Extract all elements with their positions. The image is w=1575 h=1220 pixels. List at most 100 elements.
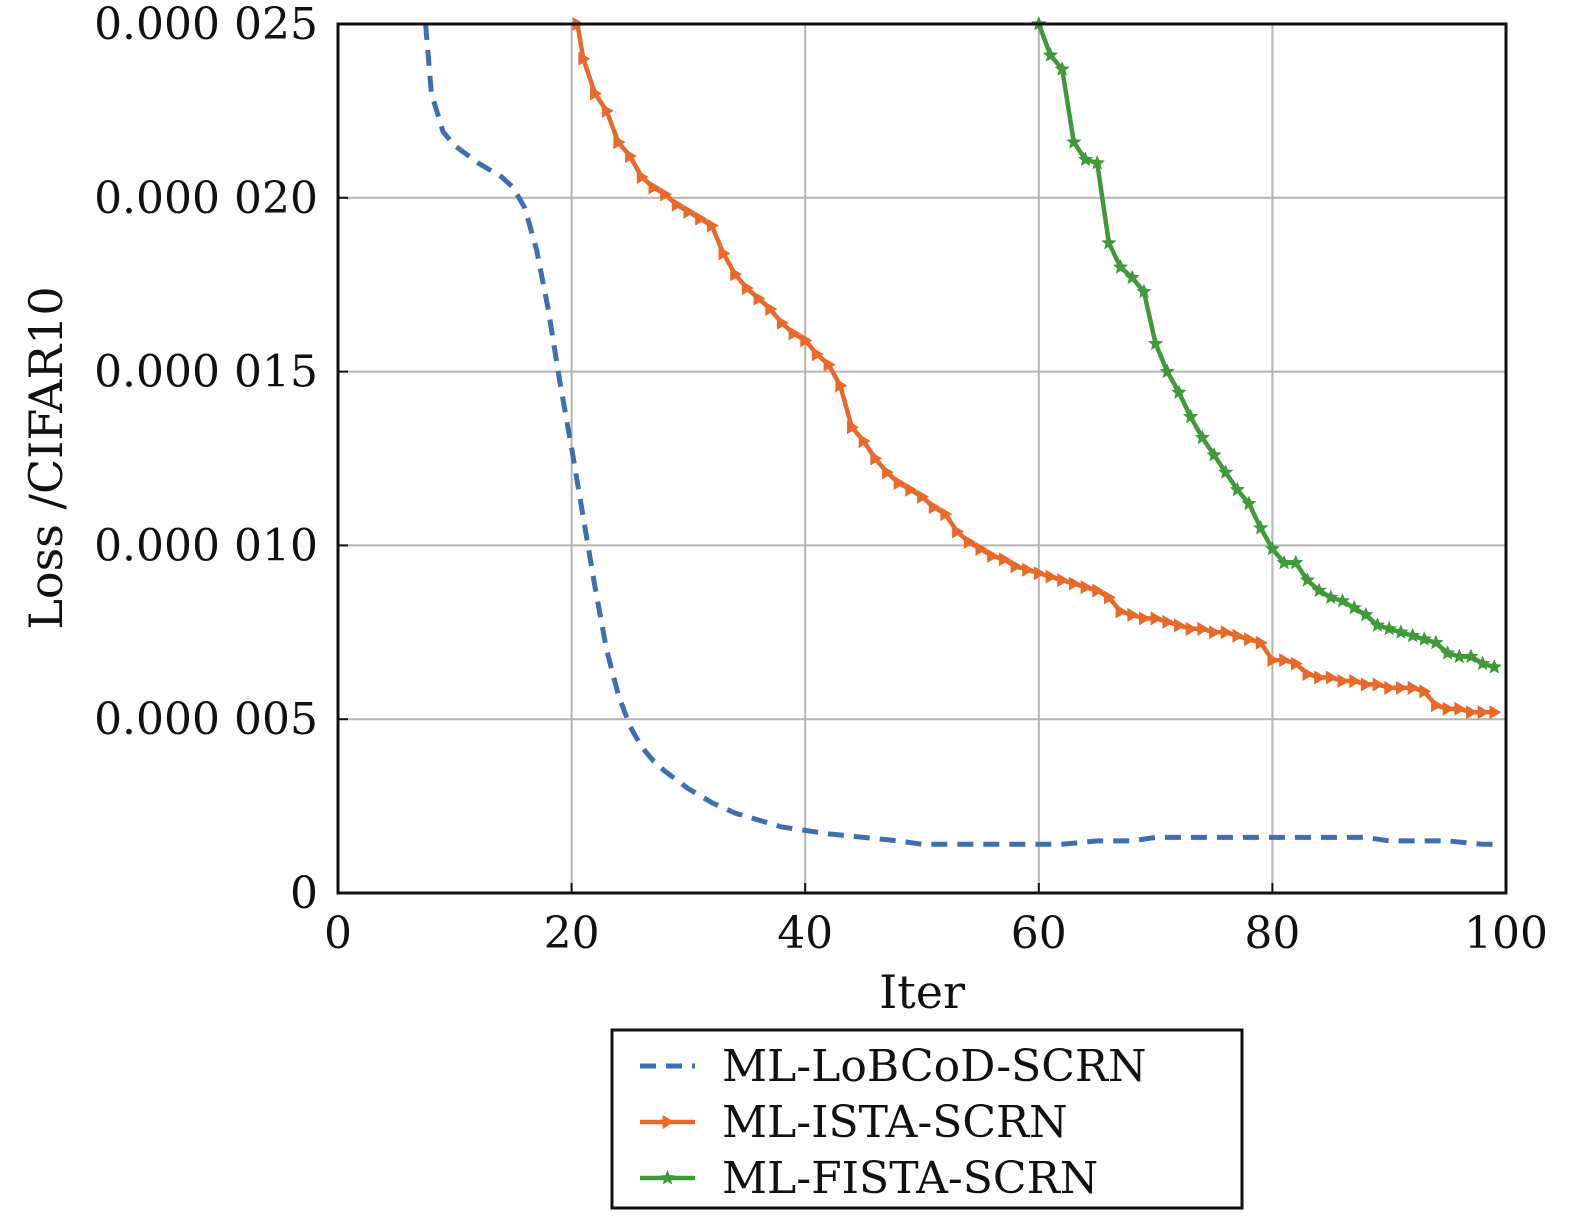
data-point — [1334, 593, 1351, 608]
data-point — [1279, 653, 1292, 668]
data-point — [625, 149, 637, 164]
y-axis-title: Loss /CIFAR10 — [19, 286, 73, 629]
data-point — [1115, 604, 1128, 619]
data-point — [1486, 659, 1502, 674]
data-point — [1372, 677, 1385, 692]
data-point — [1264, 540, 1280, 556]
series-line — [423, 23, 1495, 847]
data-point — [1299, 572, 1315, 587]
data-point — [1489, 705, 1502, 720]
data-point — [1431, 698, 1443, 713]
data-point — [917, 489, 929, 504]
data-point — [1311, 582, 1327, 598]
data-point — [1253, 520, 1269, 535]
x-tick-label: 20 — [544, 908, 600, 959]
data-point — [940, 507, 953, 522]
data-point — [1323, 589, 1339, 604]
data-point — [800, 333, 813, 348]
data-point — [1325, 670, 1338, 685]
legend-marker — [659, 1170, 676, 1185]
data-point — [893, 475, 906, 490]
data-point — [730, 267, 743, 282]
y-tick-label: 0.000 025 — [94, 0, 318, 50]
data-point — [1174, 618, 1186, 633]
data-point — [788, 326, 801, 341]
data-point — [998, 552, 1011, 567]
data-point — [1384, 680, 1397, 695]
data-point — [1241, 495, 1257, 511]
series-ml-ista-scrn — [572, 17, 1502, 720]
x-tick-label: 0 — [324, 908, 352, 959]
data-point — [1290, 656, 1303, 671]
data-point — [1022, 562, 1035, 577]
legend-marker — [662, 1115, 675, 1129]
data-point — [1358, 606, 1374, 622]
data-point — [1416, 631, 1432, 646]
y-tick-labels: 0 0.000 005 0.000 010 0.000 015 0.000 020 0.0… — [94, 0, 318, 919]
data-point — [706, 218, 719, 233]
data-point — [1089, 155, 1105, 170]
x-axis-title: Iter — [879, 965, 965, 1019]
data-point — [811, 347, 824, 362]
data-point — [695, 211, 708, 226]
x-tick-labels: 0 20 40 60 80 100 — [324, 908, 1548, 959]
data-point — [1314, 670, 1327, 685]
data-point — [741, 281, 754, 296]
y-tick-label: 0.000 015 — [94, 347, 318, 398]
y-tick-label: 0.000 010 — [94, 520, 318, 571]
data-point — [1066, 134, 1082, 149]
data-point — [905, 482, 918, 497]
data-point — [1255, 635, 1268, 650]
data-point — [1197, 621, 1210, 636]
data-point — [987, 548, 1000, 563]
data-point — [1407, 680, 1420, 695]
data-point — [648, 180, 661, 195]
data-point — [963, 534, 976, 549]
data-point — [1103, 590, 1116, 605]
x-tick-label: 100 — [1464, 908, 1548, 959]
x-tick-label: 60 — [1011, 908, 1067, 959]
data-point — [1395, 680, 1408, 695]
data-point — [1077, 151, 1094, 166]
legend-label: ML-LoBCoD-SCRN — [722, 1041, 1147, 1092]
y-tick-label: 0 — [290, 868, 318, 919]
data-point — [1442, 701, 1455, 716]
x-tick-label: 40 — [777, 908, 833, 959]
data-point — [1393, 624, 1409, 639]
ticks — [337, 23, 1507, 894]
data-point — [1360, 677, 1373, 692]
data-point — [1463, 648, 1479, 664]
data-point — [1057, 573, 1070, 588]
data-point — [1162, 614, 1175, 629]
data-point — [1045, 569, 1058, 584]
data-point — [1092, 583, 1105, 598]
data-point — [1010, 559, 1023, 574]
data-point — [1428, 634, 1444, 650]
data-point — [1171, 384, 1187, 399]
data-point — [1150, 611, 1163, 626]
data-point — [1080, 580, 1093, 595]
data-point — [882, 465, 894, 480]
y-tick-label: 0.000 020 — [94, 173, 318, 224]
data-point — [1381, 620, 1397, 636]
data-point — [601, 103, 614, 118]
series-ml-fista-scrn — [1031, 16, 1502, 674]
data-point — [1218, 464, 1234, 479]
data-point — [1101, 235, 1117, 250]
data-point — [1302, 667, 1315, 682]
data-point — [1042, 47, 1059, 62]
data-point — [952, 524, 965, 539]
series-ml-lobcod-scrn — [423, 23, 1495, 847]
data-point — [1124, 269, 1140, 285]
legend-label: ML-ISTA-SCRN — [722, 1097, 1068, 1148]
data-point — [671, 197, 684, 212]
data-point — [578, 51, 591, 66]
data-point — [1185, 621, 1198, 636]
data-point — [1209, 625, 1221, 640]
x-tick-label: 80 — [1244, 908, 1300, 959]
data-point — [975, 541, 988, 556]
data-point — [1229, 481, 1245, 497]
data-point — [765, 302, 778, 317]
data-point — [590, 86, 602, 101]
